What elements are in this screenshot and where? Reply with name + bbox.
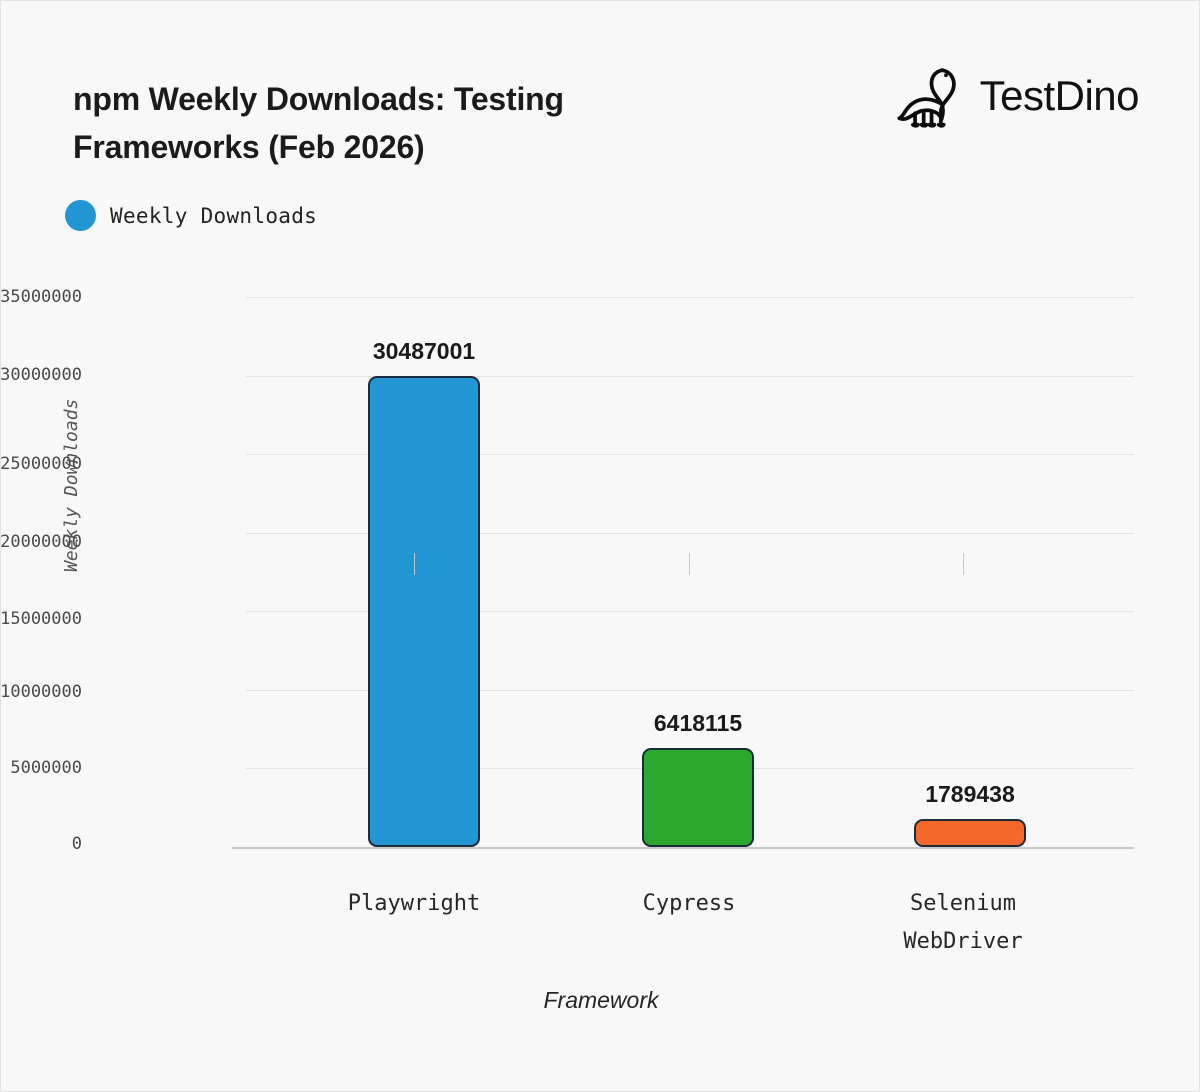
chart-legend: Weekly Downloads xyxy=(65,200,317,231)
x-axis-tickmark xyxy=(963,553,964,575)
y-axis-tick-label: 5000000 xyxy=(10,758,82,778)
legend-swatch-icon xyxy=(65,200,96,231)
x-axis-tick-label-cypress: Cypress xyxy=(642,891,736,916)
x-axis-tickmark xyxy=(689,553,690,575)
bar-value-label: 30487001 xyxy=(372,338,476,364)
y-axis-tick-label: 35000000 xyxy=(0,287,82,307)
gridline xyxy=(246,611,1134,612)
brand-logo: TestDino xyxy=(896,63,1140,129)
y-axis-tick-label: 15000000 xyxy=(0,609,82,629)
bar-selenium-webdriver[interactable] xyxy=(914,819,1026,847)
bar-cypress[interactable] xyxy=(642,748,754,847)
y-axis-tick-label: 25000000 xyxy=(0,454,82,474)
bar-group[interactable]: 6418115 xyxy=(578,710,818,847)
chart-header: npm Weekly Downloads: Testing Frameworks… xyxy=(1,1,1199,191)
x-axis-line xyxy=(232,847,1134,849)
dinosaur-eye-icon xyxy=(943,73,948,78)
x-axis-tickmark xyxy=(414,553,415,575)
y-axis-tick-label: 10000000 xyxy=(0,682,82,702)
y-axis-tick-label: 0 xyxy=(71,834,82,854)
bar-group[interactable]: 1789438 xyxy=(850,781,1090,847)
x-axis-title: Framework xyxy=(543,987,659,1013)
y-axis-tick-label: 20000000 xyxy=(0,532,82,552)
y-axis-tick-label: 30000000 xyxy=(0,365,82,385)
gridline xyxy=(246,376,1134,377)
bar-value-label: 1789438 xyxy=(925,781,1015,807)
gridline xyxy=(246,297,1134,298)
legend-item-label: Weekly Downloads xyxy=(110,203,318,228)
gridline xyxy=(246,533,1134,534)
x-axis-tick-label-selenium-webdriver: Selenium WebDriver xyxy=(903,891,1023,954)
brand-name: TestDino xyxy=(979,72,1140,119)
bar-group[interactable]: 30487001 xyxy=(304,338,544,847)
plot-area: 30487001 6418115 1789438 xyxy=(232,297,1134,849)
page-title: npm Weekly Downloads: Testing Frameworks… xyxy=(73,81,564,165)
gridline xyxy=(246,690,1134,691)
bar-playwright[interactable] xyxy=(368,376,480,847)
gridline xyxy=(246,454,1134,455)
dinosaur-icon xyxy=(897,68,956,128)
x-axis-tick-label-playwright: Playwright xyxy=(347,891,481,916)
bar-value-label: 6418115 xyxy=(653,710,743,736)
